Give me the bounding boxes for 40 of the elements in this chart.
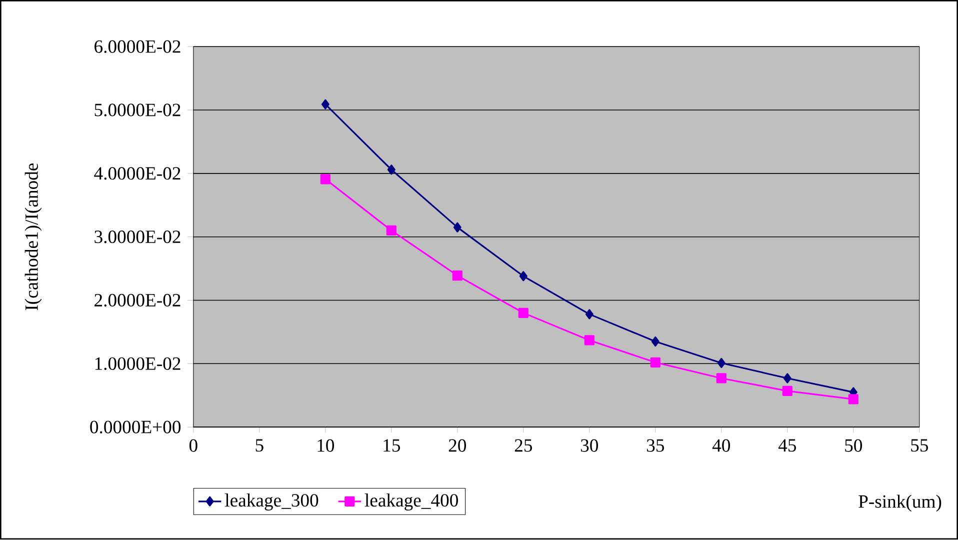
x-tick-label: 35 <box>646 439 664 452</box>
point <box>387 164 396 175</box>
point <box>717 358 726 368</box>
point <box>518 308 528 318</box>
point <box>386 226 396 236</box>
x-tick-label: 5 <box>256 439 264 452</box>
x-tick-label: 20 <box>448 439 466 452</box>
point <box>452 270 462 281</box>
x-axis-title: P-sink(um) <box>858 494 942 512</box>
x-tick-label: 45 <box>778 439 796 452</box>
point <box>584 335 594 346</box>
x-tick-label: 10 <box>318 439 334 452</box>
x-tick-label: 40 <box>712 439 730 452</box>
point <box>716 373 726 384</box>
point <box>321 99 330 110</box>
x-tick-label: 15 <box>384 439 400 452</box>
legend-label: leakage_300 <box>225 494 318 511</box>
point <box>650 358 660 368</box>
point <box>585 309 594 320</box>
x-tick-label: 30 <box>580 439 598 452</box>
x-tick-label: 50 <box>845 439 862 452</box>
point <box>651 336 660 347</box>
y-tick-label: 4.0000E-02 <box>94 167 180 180</box>
y-tick-label: 2.0000E-02 <box>94 294 180 307</box>
x-tick-label: 25 <box>514 439 532 452</box>
y-tick-label: 5.0000E-02 <box>94 104 180 117</box>
x-tick-label: 55 <box>911 439 928 452</box>
legend-label: leakage_400 <box>364 494 458 511</box>
point <box>320 174 330 184</box>
y-axis-title: I(cathode1)/I(anode <box>24 164 42 310</box>
point <box>453 222 462 233</box>
y-tick-label: 0.0000E+00 <box>90 420 181 434</box>
point <box>783 373 792 384</box>
y-tick-label: 1.0000E-02 <box>95 358 180 370</box>
y-tick-label: 3.0000E-02 <box>94 230 180 244</box>
x-tick-label: 0 <box>189 439 198 452</box>
y-tick-label: 6.0000E-02 <box>94 40 180 54</box>
point <box>519 271 528 282</box>
point <box>782 386 792 396</box>
point <box>848 394 858 404</box>
